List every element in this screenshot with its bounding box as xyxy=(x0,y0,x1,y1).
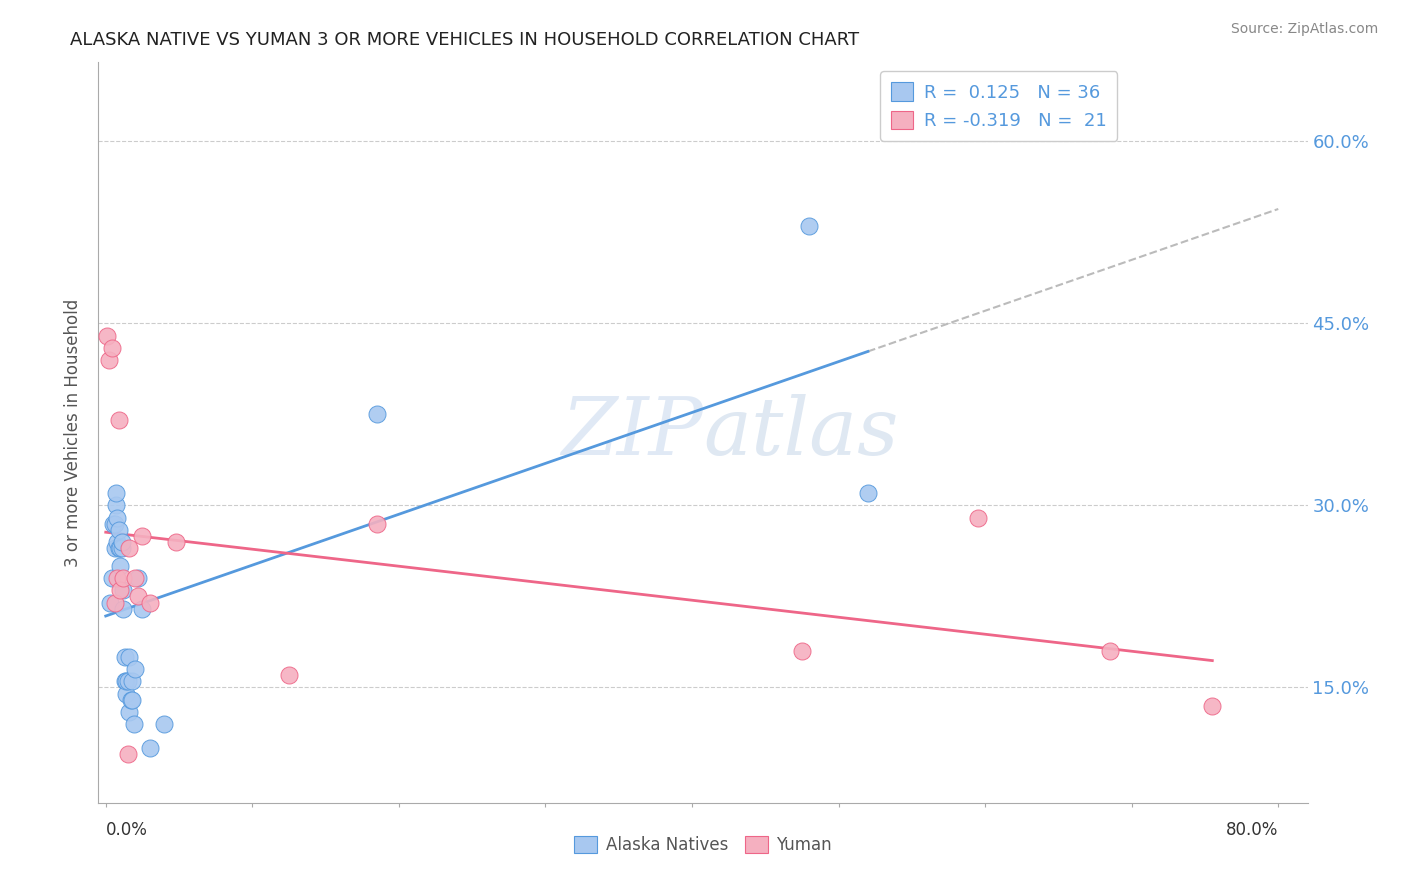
Point xyxy=(118,705,141,719)
Point xyxy=(799,219,821,234)
Point xyxy=(124,662,146,676)
Point xyxy=(127,571,149,585)
Point xyxy=(118,650,141,665)
Text: 80.0%: 80.0% xyxy=(1226,821,1278,839)
Point xyxy=(110,559,132,574)
Point xyxy=(110,583,132,598)
Point xyxy=(108,541,131,555)
Point xyxy=(966,510,988,524)
Point xyxy=(121,692,143,706)
Point xyxy=(100,571,122,585)
Point xyxy=(107,571,129,585)
Point xyxy=(105,486,128,500)
Point xyxy=(101,516,124,531)
Point xyxy=(114,674,136,689)
Point xyxy=(127,590,149,604)
Point xyxy=(112,583,135,598)
Point xyxy=(1201,698,1223,713)
Y-axis label: 3 or more Vehicles in Household: 3 or more Vehicles in Household xyxy=(65,299,83,566)
Point xyxy=(100,341,122,355)
Point xyxy=(103,516,125,531)
Point xyxy=(118,541,141,555)
Point xyxy=(131,529,153,543)
Point xyxy=(108,413,131,427)
Point xyxy=(111,534,134,549)
Point xyxy=(122,717,145,731)
Point xyxy=(98,595,121,609)
Point xyxy=(96,328,118,343)
Point xyxy=(121,674,143,689)
Point xyxy=(110,541,132,555)
Point xyxy=(278,668,301,682)
Point xyxy=(131,601,153,615)
Point xyxy=(856,486,879,500)
Point xyxy=(165,534,187,549)
Point xyxy=(366,516,388,531)
Point xyxy=(138,741,160,756)
Point xyxy=(153,717,176,731)
Point xyxy=(111,541,134,555)
Point xyxy=(112,571,135,585)
Point xyxy=(117,674,139,689)
Point xyxy=(97,352,120,367)
Point xyxy=(103,595,125,609)
Point xyxy=(124,571,146,585)
Legend: Alaska Natives, Yuman: Alaska Natives, Yuman xyxy=(568,830,838,861)
Text: 0.0%: 0.0% xyxy=(105,821,148,839)
Text: ALASKA NATIVE VS YUMAN 3 OR MORE VEHICLES IN HOUSEHOLD CORRELATION CHART: ALASKA NATIVE VS YUMAN 3 OR MORE VEHICLE… xyxy=(70,31,859,49)
Point xyxy=(138,595,160,609)
Point xyxy=(1098,644,1121,658)
Point xyxy=(114,650,136,665)
Text: Source: ZipAtlas.com: Source: ZipAtlas.com xyxy=(1230,22,1378,37)
Point xyxy=(107,534,129,549)
Point xyxy=(108,523,131,537)
Point xyxy=(115,687,138,701)
Text: atlas: atlas xyxy=(703,394,898,471)
Point xyxy=(117,747,139,762)
Text: ZIP: ZIP xyxy=(561,394,703,471)
Point xyxy=(103,541,125,555)
Point xyxy=(366,408,388,422)
Point xyxy=(105,499,128,513)
Point xyxy=(790,644,813,658)
Point xyxy=(120,692,142,706)
Point xyxy=(115,674,138,689)
Point xyxy=(112,601,135,615)
Point xyxy=(107,510,129,524)
